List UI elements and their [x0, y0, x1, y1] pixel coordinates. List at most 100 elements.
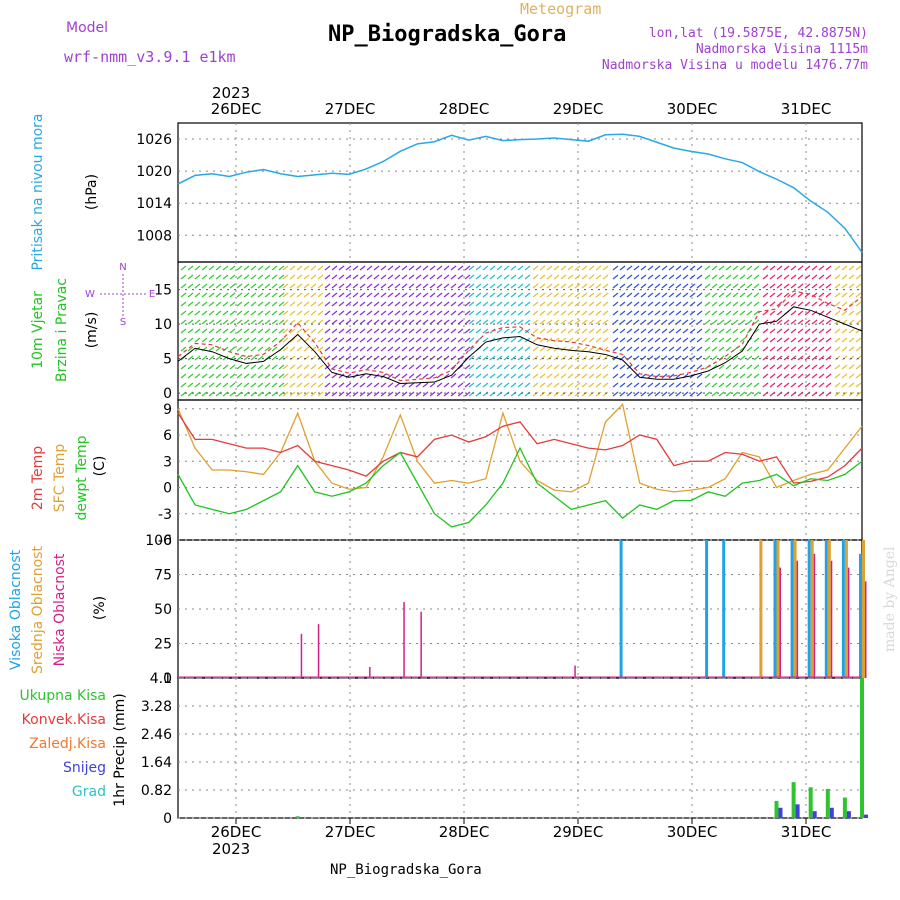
wind-arrow	[762, 283, 769, 289]
wind-arrow	[194, 364, 201, 370]
wind-arrow	[264, 292, 271, 298]
wind-arrow	[436, 319, 443, 325]
wind-arrow	[264, 319, 271, 325]
wind-arrow	[790, 328, 797, 334]
precip-legend-item: Zaledj.Kisa	[29, 736, 106, 752]
wind-arrow	[825, 292, 832, 298]
wind-arrow	[317, 283, 324, 289]
wind-arrow	[581, 337, 588, 343]
wind-arrow	[468, 382, 475, 388]
wind-arrow	[317, 265, 324, 271]
wind-arrow	[289, 328, 296, 334]
wind-arrow	[517, 274, 524, 280]
wind-arrow	[401, 346, 408, 352]
wind-arrow	[783, 337, 790, 343]
wind-arrow	[574, 310, 581, 316]
wind-arrow	[732, 292, 739, 298]
precip-total-bar	[774, 800, 779, 818]
wind-arrow	[704, 382, 711, 388]
wind-arrow	[539, 283, 546, 289]
model-label: Model	[66, 20, 109, 36]
wind-arrow	[250, 328, 257, 334]
wind-arrow	[380, 364, 387, 370]
wind-arrow	[250, 382, 257, 388]
wind-arrow	[208, 319, 215, 325]
wind-arrow	[553, 364, 560, 370]
wind-arrow	[324, 301, 331, 307]
wind-arrow	[366, 292, 373, 298]
wind-arrow	[725, 274, 732, 280]
wind-arrow	[436, 328, 443, 334]
wind-arrow	[546, 274, 553, 280]
wind-arrow	[567, 319, 574, 325]
wind-arrow	[510, 319, 517, 325]
wind-arrow	[818, 328, 825, 334]
wind-arrow	[443, 391, 450, 397]
wind-arrow	[595, 274, 602, 280]
wind-arrow	[539, 265, 546, 271]
wind-arrow	[331, 310, 338, 316]
wind-arrow	[408, 373, 415, 379]
wind-arrow	[834, 364, 841, 370]
wind-arrow	[739, 301, 746, 307]
wind-arrow	[790, 346, 797, 352]
wind-arrow	[422, 373, 429, 379]
wind-arrow	[762, 355, 769, 361]
wind-arrow	[482, 346, 489, 352]
temp-ytick: -6	[158, 533, 172, 549]
wind-arrow	[825, 364, 832, 370]
wind-arrow	[682, 391, 689, 397]
wind-arrow	[811, 310, 818, 316]
wind-arrow	[689, 337, 696, 343]
wind-arrow	[612, 265, 619, 271]
wind-arrow	[401, 364, 408, 370]
wind-arrow	[345, 346, 352, 352]
wind-arrow	[475, 274, 482, 280]
cloud-ylabel-mid: Srednja Oblacnost	[30, 546, 46, 674]
wind-arrow	[647, 310, 654, 316]
wind-arrow	[450, 301, 457, 307]
wind-arrow	[776, 373, 783, 379]
wind-arrow	[187, 319, 194, 325]
wind-arrow	[619, 382, 626, 388]
wind-arrow	[194, 382, 201, 388]
wind-arrow	[640, 301, 647, 307]
day-tick-top: 30DEC	[667, 100, 718, 118]
wind-arrow	[229, 310, 236, 316]
wind-arrow	[834, 310, 841, 316]
wind-arrow	[436, 364, 443, 370]
wind-arrow	[797, 337, 804, 343]
wind-arrow	[422, 337, 429, 343]
wind-arrow	[626, 391, 633, 397]
wind-arrow	[739, 328, 746, 334]
wind-arrow	[762, 301, 769, 307]
wind-arrow	[464, 310, 471, 316]
wind-arrow	[394, 292, 401, 298]
wind-arrow	[264, 310, 271, 316]
wind-arrow	[834, 292, 841, 298]
wind-arrow	[668, 382, 675, 388]
wind-arrow	[739, 265, 746, 271]
wind-arrow	[732, 382, 739, 388]
wind-arrow	[352, 292, 359, 298]
wind-arrow	[380, 292, 387, 298]
wind-arrow	[769, 274, 776, 280]
wind-arrow	[711, 301, 718, 307]
wind-arrow	[790, 337, 797, 343]
wind-arrow	[331, 283, 338, 289]
precip-total-bar	[791, 782, 796, 818]
temp-ylabel-dewpt: dewpt Temp	[74, 435, 90, 520]
wind-arrow	[366, 283, 373, 289]
wind-arrow	[468, 301, 475, 307]
wind-arrow	[271, 337, 278, 343]
cloud-low-bar	[420, 611, 422, 678]
wind-arrow	[581, 382, 588, 388]
wind-arrow	[373, 355, 380, 361]
wind-arrow	[746, 355, 753, 361]
wind-speed-line	[177, 306, 863, 384]
wind-arrow	[282, 310, 289, 316]
wind-arrow	[626, 337, 633, 343]
wind-arrow	[689, 274, 696, 280]
wind-arrow	[517, 310, 524, 316]
wind-arrow	[595, 337, 602, 343]
